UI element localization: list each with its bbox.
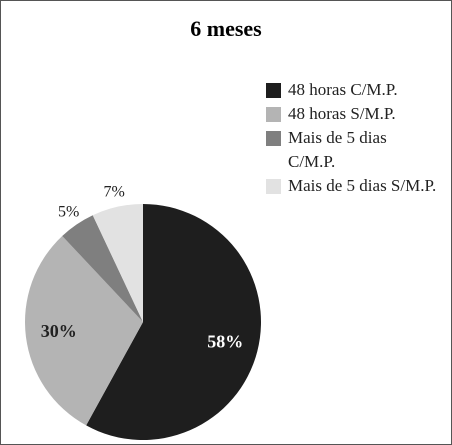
legend-label: 48 horas S/M.P. xyxy=(288,104,396,123)
data-label: 30% xyxy=(41,321,77,341)
chart-title: 6 meses xyxy=(190,16,262,41)
data-label: 7% xyxy=(104,184,125,201)
data-label: 58% xyxy=(207,331,243,351)
pie-slice xyxy=(25,235,143,426)
legend-swatch xyxy=(266,107,281,122)
legend-item: Mais de 5 dias C/M.P. xyxy=(266,126,438,174)
legend: 48 horas C/M.P. 48 horas S/M.P. Mais de 5 … xyxy=(266,78,446,198)
pie-slice xyxy=(92,204,143,322)
legend-item: 48 horas S/M.P. xyxy=(266,102,438,126)
data-label: 5% xyxy=(58,203,79,220)
legend-item: Mais de 5 dias S/M.P. xyxy=(266,174,438,198)
legend-label: Mais de 5 dias C/M.P. xyxy=(288,128,387,171)
legend-item: 48 horas C/M.P. xyxy=(266,78,438,102)
legend-swatch xyxy=(266,83,281,98)
pie-slice xyxy=(86,204,262,441)
legend-label: 48 horas C/M.P. xyxy=(288,80,398,99)
legend-swatch xyxy=(266,131,281,146)
legend-swatch xyxy=(266,179,281,194)
legend-label: Mais de 5 dias S/M.P. xyxy=(288,176,437,195)
pie-slice xyxy=(62,215,143,322)
